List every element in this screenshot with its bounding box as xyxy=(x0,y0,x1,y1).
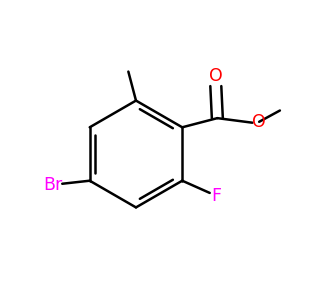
Text: O: O xyxy=(209,67,223,85)
Text: Br: Br xyxy=(43,176,62,194)
Text: F: F xyxy=(211,187,221,205)
Text: O: O xyxy=(252,113,266,131)
